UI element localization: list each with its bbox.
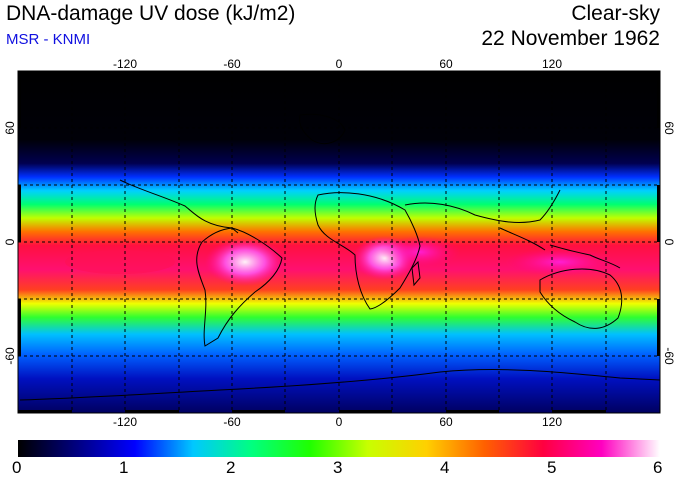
lon-tick-top: -60 bbox=[223, 57, 241, 71]
map-date: 22 November 1962 bbox=[481, 27, 660, 50]
coast-australia bbox=[539, 268, 623, 329]
coast-southeast-asia bbox=[499, 227, 621, 269]
lat-tick-right: 60 bbox=[662, 121, 676, 135]
map-frame bbox=[17, 70, 661, 414]
lat-tick-left: 0 bbox=[3, 238, 17, 245]
lat-tick-left: 60 bbox=[3, 121, 17, 135]
lon-tick-bottom: -60 bbox=[223, 415, 241, 429]
coast-africa bbox=[314, 192, 421, 310]
lon-tick-bottom: 0 bbox=[336, 415, 343, 429]
coast-north-america bbox=[119, 179, 239, 234]
lon-tick-top: 60 bbox=[439, 57, 453, 71]
lon-tick-top: 120 bbox=[542, 57, 562, 71]
coast-antarctica bbox=[19, 369, 660, 401]
lat-tick-right: -60 bbox=[662, 347, 676, 365]
lon-tick-bottom: -120 bbox=[113, 415, 137, 429]
map-title: DNA-damage UV dose (kJ/m2) bbox=[6, 2, 296, 25]
colorbar-label: 6 bbox=[653, 458, 663, 477]
colorbar-label: 1 bbox=[119, 458, 129, 477]
graticule bbox=[18, 71, 660, 413]
colorbar-label: 3 bbox=[333, 458, 343, 477]
lon-tick-top: -120 bbox=[113, 57, 137, 71]
coastlines bbox=[19, 113, 660, 401]
lat-tick-left: -60 bbox=[3, 347, 17, 365]
colorbar bbox=[18, 440, 660, 457]
coast-south-america bbox=[196, 227, 283, 347]
colorbar-label: 5 bbox=[547, 458, 557, 477]
colorbar-label: 2 bbox=[226, 458, 236, 477]
lon-tick-bottom: 120 bbox=[542, 415, 562, 429]
lat-tick-right: 0 bbox=[662, 239, 676, 246]
colorbar-label: 4 bbox=[440, 458, 450, 477]
lon-tick-bottom: 60 bbox=[439, 415, 453, 429]
sky-condition: Clear-sky bbox=[571, 2, 660, 25]
source-label: MSR - KNMI bbox=[6, 31, 91, 48]
colorbar-label: 0 bbox=[12, 458, 22, 477]
coast-madagascar bbox=[411, 260, 421, 287]
lon-tick-top: 0 bbox=[336, 57, 343, 71]
coast-asia bbox=[404, 189, 561, 223]
